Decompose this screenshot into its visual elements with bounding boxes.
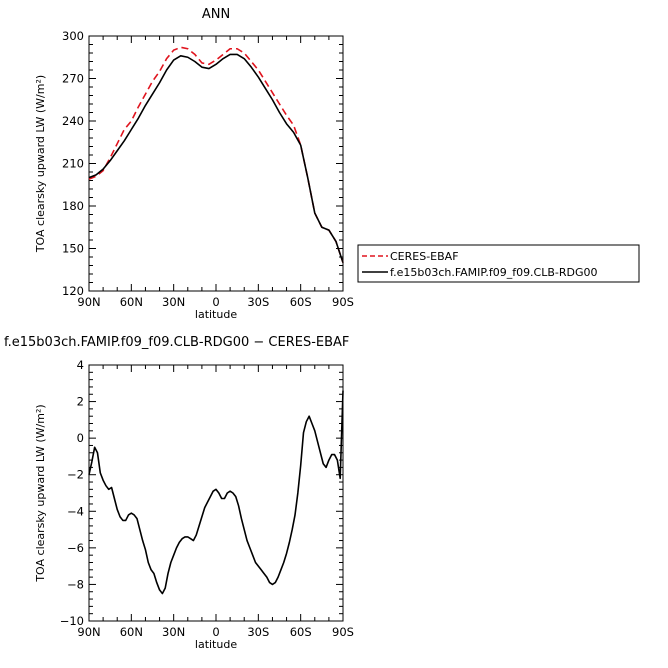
- y-tick-label: 0: [77, 431, 84, 445]
- x-tick-label: 60N: [120, 295, 143, 309]
- x-tick-label: 30N: [162, 625, 185, 639]
- x-tick-label: 90N: [77, 625, 100, 639]
- x-axis-label: latitude: [195, 638, 237, 651]
- y-tick-label: 2: [77, 395, 84, 409]
- y-tick-label: −6: [67, 541, 84, 555]
- legend-entry: CERES-EBAF: [390, 250, 459, 263]
- y-tick-label: 240: [62, 114, 84, 128]
- y-tick-label: 210: [62, 157, 84, 171]
- y-tick-label: 180: [62, 199, 84, 213]
- plot-panel-2: f.e15b03ch.FAMIP.f09_f09.CLB-RDG00 − CER…: [4, 335, 354, 651]
- x-tick-label: 30S: [247, 625, 269, 639]
- y-tick-label: 300: [62, 29, 84, 43]
- y-axis-label: TOA clearsky upward LW (W/m²): [34, 404, 47, 582]
- plot-panel-1: ANN 90N 60N 30N 0 30S 60S 90S 120 150 180 210 240 270…: [34, 7, 640, 321]
- y-tick-label: 120: [62, 284, 84, 298]
- x-tick-label: 60N: [120, 625, 143, 639]
- y-tick-label: 150: [62, 242, 84, 256]
- y-axis-label: TOA clearsky upward LW (W/m²): [34, 75, 47, 253]
- x-tick-label: 60S: [290, 625, 312, 639]
- y-tick-label: −8: [67, 577, 84, 591]
- x-tick-label: 0: [212, 625, 219, 639]
- legend-entry: f.e15b03ch.FAMIP.f09_f09.CLB-RDG00: [390, 266, 598, 279]
- series-line-2: [88, 53, 344, 263]
- y-tick-label: −4: [67, 504, 84, 518]
- legend: CERES-EBAF f.e15b03ch.FAMIP.f09_f09.CLB-R…: [357, 244, 640, 283]
- legend-box: [357, 244, 640, 283]
- y-tick-label: 4: [77, 358, 84, 372]
- y-tick-label: −2: [67, 468, 84, 482]
- x-tick-label: 60S: [290, 295, 312, 309]
- panel-title: f.e15b03ch.FAMIP.f09_f09.CLB-RDG00 − CER…: [4, 335, 349, 350]
- y-tick-label: −10: [60, 614, 84, 628]
- x-tick-label: 90S: [332, 295, 354, 309]
- x-tick-label: 90N: [77, 295, 100, 309]
- series-line-1: [88, 390, 344, 595]
- panel-title: ANN: [202, 7, 230, 22]
- series-line-1: [88, 46, 344, 263]
- x-axis-label: latitude: [195, 308, 237, 321]
- x-tick-label: 30N: [162, 295, 185, 309]
- x-tick-label: 0: [212, 295, 219, 309]
- y-tick-label: 270: [62, 72, 84, 86]
- plot-frame: [88, 364, 344, 622]
- x-tick-label: 90S: [332, 625, 354, 639]
- x-tick-label: 30S: [247, 295, 269, 309]
